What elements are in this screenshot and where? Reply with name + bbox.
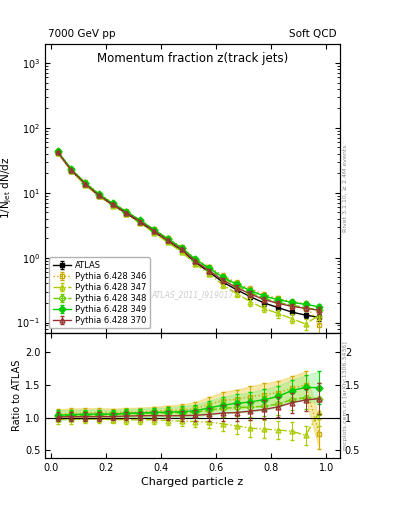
Text: Soft QCD: Soft QCD — [289, 29, 337, 39]
Legend: ATLAS, Pythia 6.428 346, Pythia 6.428 347, Pythia 6.428 348, Pythia 6.428 349, P: ATLAS, Pythia 6.428 346, Pythia 6.428 34… — [50, 258, 150, 328]
Text: ATLAS_2011_I919017: ATLAS_2011_I919017 — [151, 290, 234, 300]
Text: 7000 GeV pp: 7000 GeV pp — [48, 29, 116, 39]
Y-axis label: 1/N$_\mathrm{jet}$ dN/dz: 1/N$_\mathrm{jet}$ dN/dz — [0, 157, 14, 219]
Y-axis label: Ratio to ATLAS: Ratio to ATLAS — [12, 360, 22, 431]
Text: Rivet 3.1.10, ≥ 2.4M events: Rivet 3.1.10, ≥ 2.4M events — [343, 144, 348, 232]
X-axis label: Charged particle z: Charged particle z — [141, 477, 244, 487]
Text: mcplots.cern.ch [arXiv:1306.3436]: mcplots.cern.ch [arXiv:1306.3436] — [343, 341, 348, 450]
Text: Momentum fraction z(track jets): Momentum fraction z(track jets) — [97, 52, 288, 65]
